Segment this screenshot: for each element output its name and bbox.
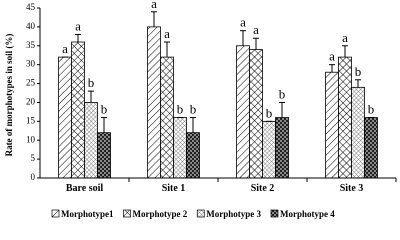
bar — [236, 45, 250, 179]
bar — [325, 71, 339, 179]
legend-label: Morphotype1 — [61, 209, 114, 219]
y-tick-label: 15 — [26, 115, 36, 125]
bar — [338, 56, 352, 179]
y-tick-label: 20 — [26, 97, 36, 107]
y-tick-label: 35 — [26, 40, 36, 50]
bar — [186, 132, 200, 179]
bar — [173, 117, 187, 179]
legend-swatch — [123, 209, 131, 218]
value-label: b — [101, 102, 108, 117]
legend-label: Morphotype 4 — [280, 209, 335, 219]
bar — [97, 132, 111, 179]
value-label: a — [342, 30, 348, 45]
value-label: b — [177, 102, 184, 117]
value-label: b — [88, 75, 95, 90]
value-label: b — [190, 102, 197, 117]
bar — [160, 56, 174, 179]
legend-label: Morphotype 3 — [206, 209, 261, 219]
x-tick-label: Site 3 — [340, 183, 364, 194]
value-label: a — [62, 41, 68, 56]
chart: Rate of morphotypes in soil (%) 0 5 10 15 20… — [4, 0, 397, 219]
legend-swatch — [51, 209, 60, 218]
bar — [351, 86, 365, 179]
bar — [58, 56, 72, 179]
legend-swatch — [196, 209, 205, 218]
value-label: b — [266, 105, 273, 120]
y-tick-label: 25 — [26, 78, 36, 88]
x-tick-label: Bare soil — [66, 183, 104, 194]
y-tick-label: 45 — [26, 2, 36, 12]
y-tick-label: 30 — [26, 59, 36, 69]
x-tick-label: Site 1 — [162, 183, 186, 194]
bar — [249, 49, 263, 179]
value-label: a — [151, 0, 157, 11]
bar — [84, 102, 98, 179]
bar — [71, 41, 85, 179]
value-label: a — [240, 15, 246, 30]
y-tick-label: 10 — [26, 134, 36, 144]
bar — [147, 26, 161, 179]
y-tick-label: 40 — [26, 21, 36, 31]
value-label: b — [279, 86, 286, 101]
value-label: b — [355, 64, 362, 79]
value-label: a — [253, 22, 259, 37]
bar — [364, 117, 378, 179]
value-label: a — [329, 49, 335, 64]
x-tick-label: Site 2 — [251, 183, 275, 194]
value-label: a — [75, 18, 81, 33]
legend-label: Morphotype 2 — [133, 209, 188, 219]
y-tick-label: 5 — [31, 153, 36, 163]
legend-swatch — [270, 209, 279, 218]
bar — [262, 120, 276, 179]
bar — [275, 117, 289, 179]
value-label: a — [164, 26, 170, 41]
value-label: b — [368, 102, 375, 117]
y-axis-title: Rate of morphotypes in soil (%) — [4, 34, 14, 157]
y-tick-label: 0 — [31, 172, 36, 182]
